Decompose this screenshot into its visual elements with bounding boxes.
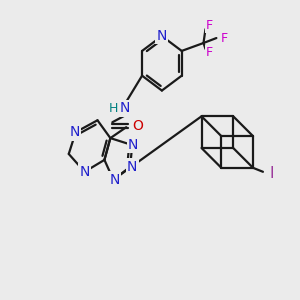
Text: N: N — [80, 165, 90, 179]
Text: N: N — [70, 125, 80, 139]
Text: O: O — [133, 119, 143, 133]
Text: N: N — [157, 29, 167, 43]
Text: I: I — [270, 166, 274, 181]
Text: H: H — [109, 102, 118, 115]
Text: N: N — [127, 160, 137, 174]
Text: F: F — [206, 46, 213, 59]
Text: F: F — [221, 32, 228, 44]
Text: N: N — [109, 173, 119, 187]
Text: N: N — [128, 138, 138, 152]
Text: N: N — [120, 101, 130, 116]
Text: F: F — [206, 19, 213, 32]
